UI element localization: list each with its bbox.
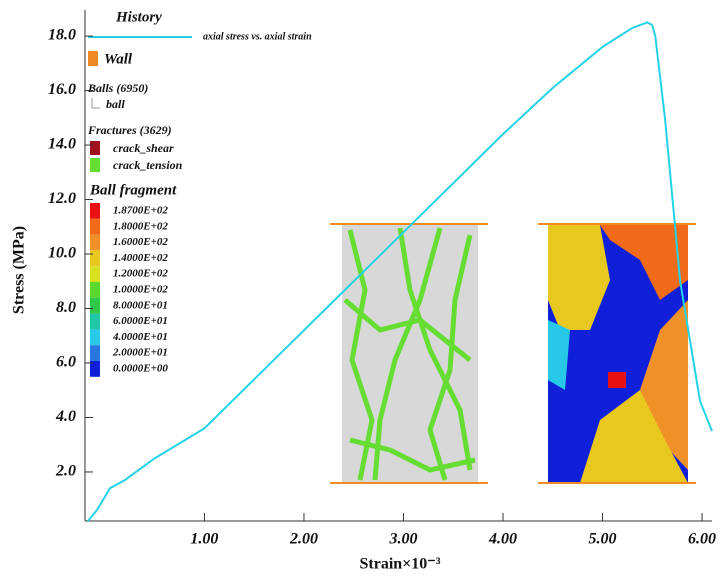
x-tick-label: 6.00 bbox=[688, 531, 716, 548]
fragment bbox=[548, 225, 610, 330]
legend-label: Wall bbox=[104, 51, 133, 67]
specimen bbox=[342, 225, 478, 483]
legend-swatch bbox=[88, 51, 98, 66]
legend-label: 8.0000E+01 bbox=[113, 299, 168, 311]
legend-title: Ball fragment bbox=[89, 182, 177, 198]
legend-label: 2.0000E+01 bbox=[112, 347, 168, 359]
x-tick-label: 4.00 bbox=[488, 531, 517, 548]
legend-label: 1.2000E+02 bbox=[113, 268, 168, 280]
legend-label: 1.8700E+02 bbox=[113, 205, 168, 217]
y-tick-label: 4.0 bbox=[55, 408, 76, 425]
y-axis-label: Stress (MPa) bbox=[11, 226, 28, 314]
legend-label: axial stress vs. axial strain bbox=[203, 31, 312, 42]
fragment bbox=[600, 225, 688, 300]
legend-title: History bbox=[115, 9, 162, 25]
legend-swatch bbox=[90, 141, 100, 155]
legend-swatch bbox=[90, 313, 100, 330]
y-tick-label: 12.0 bbox=[48, 190, 76, 207]
x-tick-label: 5.00 bbox=[589, 531, 617, 548]
data-line bbox=[87, 21, 713, 522]
fragment bbox=[608, 372, 626, 388]
fragment bbox=[580, 390, 688, 483]
legend-swatch bbox=[90, 345, 100, 361]
legend-label: crack_shear bbox=[113, 141, 174, 155]
legend-swatch bbox=[90, 297, 100, 314]
legend-label: 1.0000E+02 bbox=[113, 284, 168, 296]
y-tick-label: 18.0 bbox=[48, 27, 76, 44]
legend-swatch bbox=[90, 329, 100, 346]
y-tick-label: 16.0 bbox=[48, 81, 76, 98]
legend-label: 0.0000E+00 bbox=[113, 363, 168, 375]
legend-swatch bbox=[90, 234, 100, 251]
legend-swatch bbox=[90, 158, 100, 172]
legend-swatch bbox=[90, 250, 100, 267]
x-axis-label: Strain×10⁻³ bbox=[359, 556, 440, 573]
x-tick-label: 1.00 bbox=[190, 531, 218, 548]
legend-swatch bbox=[91, 98, 100, 109]
y-tick-label: 8.0 bbox=[56, 299, 76, 316]
legend-label: 1.8000E+02 bbox=[113, 220, 168, 232]
y-tick-label: 14.0 bbox=[48, 136, 76, 153]
y-tick-label: 10.0 bbox=[48, 245, 76, 262]
crack-network bbox=[343, 227, 476, 481]
x-tick-label: 3.00 bbox=[388, 531, 417, 548]
legend-swatch bbox=[90, 266, 100, 282]
y-tick-label: 6.0 bbox=[56, 354, 76, 371]
legend-swatch bbox=[90, 361, 100, 377]
legend-label: Balls (6950) bbox=[87, 81, 148, 95]
legend-swatch bbox=[90, 218, 100, 235]
x-tick-label: 2.00 bbox=[289, 531, 318, 548]
specimen-fragments bbox=[538, 223, 696, 484]
legend-label: crack_tension bbox=[113, 158, 183, 172]
legend-label: 1.6000E+02 bbox=[113, 236, 168, 248]
legend-label: 6.0000E+01 bbox=[113, 315, 168, 327]
legend-label: 4.0000E+01 bbox=[112, 331, 168, 343]
specimen-cracks bbox=[330, 223, 488, 484]
legend-label: 1.4000E+02 bbox=[113, 252, 168, 264]
fragment bbox=[548, 320, 570, 390]
fragment bbox=[640, 300, 688, 470]
legend-swatch bbox=[90, 203, 100, 219]
y-tick-label: 2.0 bbox=[55, 463, 76, 480]
legend-label: Fractures (3629) bbox=[87, 123, 172, 137]
legend-label: ball bbox=[106, 97, 125, 111]
legend-swatch bbox=[90, 282, 100, 298]
